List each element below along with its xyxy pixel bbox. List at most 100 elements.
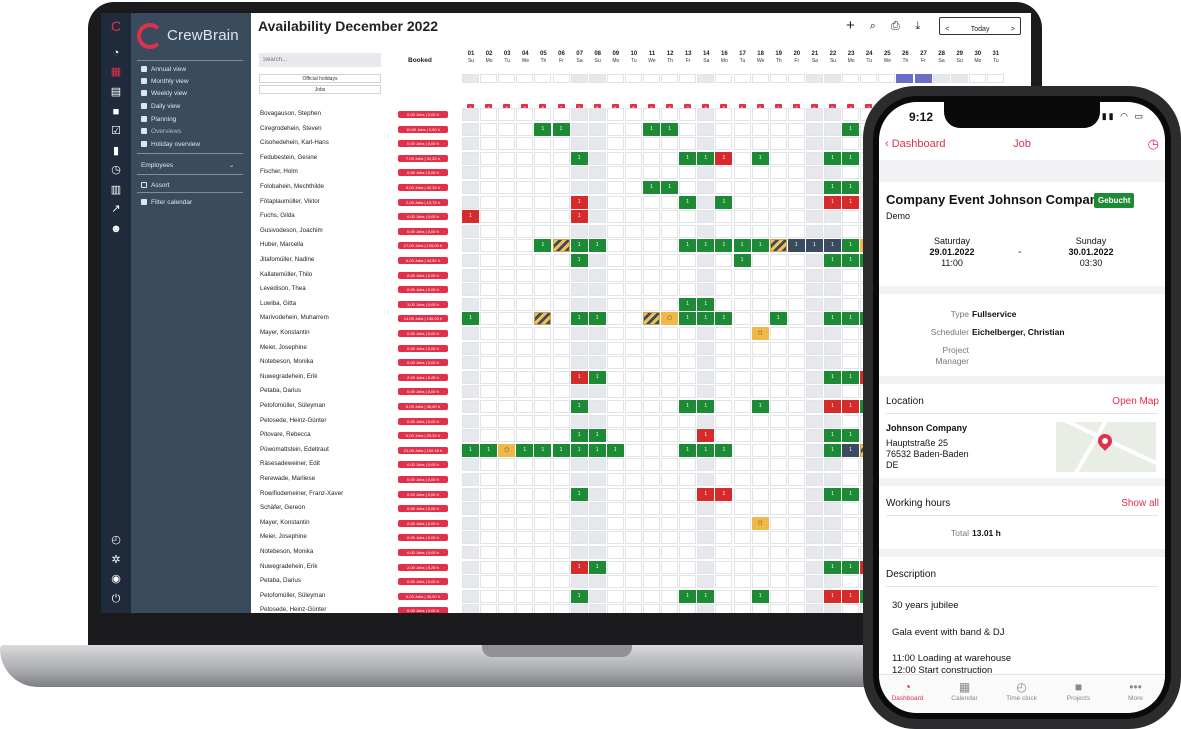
job-count-badge[interactable]: 8: [593, 104, 601, 111]
availability-cell[interactable]: [805, 458, 823, 472]
availability-cell[interactable]: [516, 341, 534, 355]
availability-cell[interactable]: 1: [824, 312, 841, 326]
job-count-badge[interactable]: 5: [503, 104, 511, 111]
availability-cell[interactable]: [516, 502, 534, 516]
availability-cell[interactable]: [643, 137, 660, 151]
availability-cell[interactable]: [715, 268, 733, 282]
availability-cell[interactable]: 1: [824, 254, 841, 267]
clock-icon[interactable]: ◷: [111, 164, 121, 176]
availability-cell[interactable]: [733, 224, 751, 238]
availability-cell[interactable]: [570, 531, 588, 545]
availability-cell[interactable]: [588, 195, 606, 209]
availability-cell[interactable]: [534, 502, 552, 516]
availability-cell[interactable]: [769, 414, 787, 428]
availability-cell[interactable]: [462, 546, 479, 559]
job-count-badge[interactable]: 7: [557, 104, 565, 111]
availability-cell[interactable]: 1: [679, 297, 697, 311]
availability-cell[interactable]: [769, 356, 787, 370]
availability-cell[interactable]: [606, 429, 624, 443]
availability-cell[interactable]: [516, 137, 534, 151]
availability-cell[interactable]: [679, 487, 697, 501]
employee-name[interactable]: Folobahein, Mechthilde: [260, 183, 324, 190]
availability-cell[interactable]: [606, 458, 624, 472]
availability-cell[interactable]: [606, 341, 624, 355]
employee-name[interactable]: Marivodehein, Muharrem: [260, 314, 329, 322]
availability-cell[interactable]: [697, 414, 715, 428]
availability-cell[interactable]: [697, 560, 715, 574]
availability-cell[interactable]: [498, 414, 516, 428]
availability-cell[interactable]: [552, 589, 570, 603]
availability-cell[interactable]: 1: [679, 400, 697, 413]
employee-name[interactable]: Luwiba, Gitta: [260, 299, 297, 307]
availability-cell[interactable]: [516, 516, 534, 530]
availability-cell[interactable]: [697, 531, 715, 545]
availability-cell[interactable]: [679, 108, 697, 121]
availability-cell[interactable]: 1: [715, 239, 733, 253]
availability-cell[interactable]: [534, 283, 552, 297]
availability-cell[interactable]: [787, 414, 805, 428]
availability-cell[interactable]: [661, 239, 679, 253]
availability-cell[interactable]: [697, 473, 715, 486]
availability-cell[interactable]: [805, 370, 823, 384]
availability-cell[interactable]: [679, 560, 697, 574]
availability-cell[interactable]: [606, 414, 624, 428]
nav-daily-view[interactable]: Daily view: [141, 102, 180, 111]
availability-cell[interactable]: [824, 531, 841, 545]
availability-cell[interactable]: [805, 151, 823, 165]
availability-cell[interactable]: [787, 473, 805, 486]
availability-cell[interactable]: [697, 137, 715, 151]
employee-name[interactable]: Nuwegradehein, Erik: [260, 562, 318, 570]
availability-cell[interactable]: [769, 137, 787, 151]
availability-cell[interactable]: 1: [751, 589, 769, 603]
availability-cell[interactable]: [715, 604, 733, 613]
availability-cell[interactable]: [661, 458, 679, 472]
availability-cell[interactable]: [842, 327, 860, 340]
availability-cell[interactable]: [842, 283, 860, 297]
download-icon[interactable]: ⤓: [915, 20, 921, 32]
availability-cell[interactable]: [624, 414, 642, 428]
availability-cell[interactable]: [462, 239, 479, 253]
availability-cell[interactable]: [480, 268, 498, 282]
availability-cell[interactable]: [534, 385, 552, 399]
availability-cell[interactable]: 1: [679, 151, 697, 165]
availability-cell[interactable]: [787, 181, 805, 194]
availability-cell[interactable]: [697, 268, 715, 282]
availability-cell[interactable]: [480, 122, 498, 136]
availability-cell[interactable]: [824, 283, 841, 297]
availability-cell[interactable]: 1: [588, 239, 606, 253]
availability-cell[interactable]: [679, 473, 697, 486]
availability-cell[interactable]: [842, 531, 860, 545]
availability-cell[interactable]: [805, 531, 823, 545]
availability-cell[interactable]: [498, 487, 516, 501]
availability-cell[interactable]: [751, 312, 769, 326]
back-button[interactable]: ‹ Dashboard: [885, 138, 946, 150]
availability-cell[interactable]: [715, 560, 733, 574]
availability-cell[interactable]: [552, 151, 570, 165]
availability-cell[interactable]: 1: [842, 487, 860, 501]
availability-cell[interactable]: [462, 356, 479, 370]
job-count-badge[interactable]: 8: [702, 104, 710, 111]
availability-cell[interactable]: [516, 166, 534, 180]
availability-cell[interactable]: [480, 341, 498, 355]
availability-cell[interactable]: [534, 531, 552, 545]
availability-cell[interactable]: 1: [842, 239, 860, 253]
clock-icon[interactable]: ◷: [1147, 136, 1159, 151]
employee-name[interactable]: Jitafomüller, Nadine: [260, 256, 315, 263]
availability-cell[interactable]: [624, 589, 642, 603]
availability-cell[interactable]: 1: [552, 443, 570, 457]
availability-cell[interactable]: 1: [842, 181, 860, 194]
availability-cell[interactable]: [751, 429, 769, 443]
nav-annual-view[interactable]: Annual view: [141, 65, 186, 74]
availability-cell[interactable]: [643, 341, 660, 355]
availability-cell[interactable]: [516, 108, 534, 121]
availability-cell[interactable]: [462, 297, 479, 311]
availability-cell[interactable]: [733, 487, 751, 501]
availability-cell[interactable]: [661, 224, 679, 238]
availability-cell[interactable]: [498, 137, 516, 151]
availability-cell[interactable]: [588, 516, 606, 530]
availability-cell[interactable]: 1: [805, 239, 823, 253]
availability-cell[interactable]: [805, 443, 823, 457]
availability-cell[interactable]: 1: [842, 429, 860, 443]
availability-cell[interactable]: [552, 502, 570, 516]
availability-cell[interactable]: [751, 224, 769, 238]
